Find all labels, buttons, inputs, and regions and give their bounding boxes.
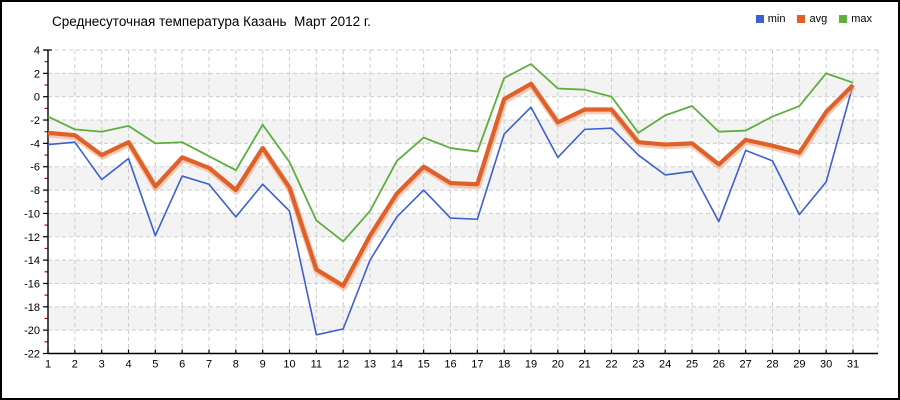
avg-series-swatch-icon [797,15,806,23]
max-series-swatch-icon [839,15,848,23]
svg-text:5: 5 [152,359,158,371]
svg-text:30: 30 [820,359,832,371]
svg-text:-14: -14 [24,255,40,267]
svg-text:13: 13 [364,359,376,371]
svg-text:26: 26 [713,359,725,371]
svg-text:-8: -8 [30,185,40,197]
svg-text:3: 3 [99,359,105,371]
svg-text:11: 11 [311,359,322,371]
svg-text:2: 2 [34,68,40,80]
svg-text:-10: -10 [24,208,40,220]
legend-item-min: min [755,13,786,25]
svg-text:2: 2 [72,359,78,371]
svg-text:-12: -12 [24,232,40,244]
svg-text:18: 18 [498,359,510,371]
svg-text:16: 16 [444,359,456,371]
svg-text:-22: -22 [24,349,40,361]
svg-text:12: 12 [337,359,349,371]
legend-item-max: max [839,13,872,25]
svg-text:29: 29 [793,359,805,371]
svg-text:22: 22 [605,359,617,371]
svg-text:4: 4 [34,45,40,57]
svg-text:7: 7 [206,359,212,371]
svg-text:-4: -4 [30,138,40,150]
svg-text:14: 14 [391,359,403,371]
svg-text:-18: -18 [24,302,40,314]
svg-text:20: 20 [552,359,564,371]
chart-title: Среднесуточная температура Казань Март 2… [52,14,371,29]
svg-text:4: 4 [125,359,131,371]
svg-text:1: 1 [45,359,51,371]
min-series-swatch-icon [755,15,764,23]
svg-text:8: 8 [233,359,239,371]
svg-text:25: 25 [686,359,698,371]
svg-text:9: 9 [260,359,266,371]
svg-text:19: 19 [525,359,537,371]
svg-text:6: 6 [179,359,185,371]
svg-text:24: 24 [659,359,671,371]
svg-text:10: 10 [283,359,295,371]
svg-text:23: 23 [632,359,644,371]
svg-text:17: 17 [471,359,483,371]
svg-text:31: 31 [847,359,859,371]
svg-text:15: 15 [418,359,430,371]
legend-label-avg: avg [809,13,828,25]
legend: min avg max [755,13,872,25]
legend-item-avg: avg [797,13,827,25]
svg-text:-6: -6 [30,162,40,174]
svg-text:27: 27 [740,359,752,371]
svg-text:28: 28 [766,359,778,371]
svg-text:0: 0 [34,92,40,104]
svg-text:-20: -20 [24,325,40,337]
svg-text:-2: -2 [30,115,40,127]
legend-label-min: min [767,13,786,25]
legend-label-max: max [851,13,872,25]
svg-text:21: 21 [579,359,591,371]
svg-text:-16: -16 [24,278,40,290]
